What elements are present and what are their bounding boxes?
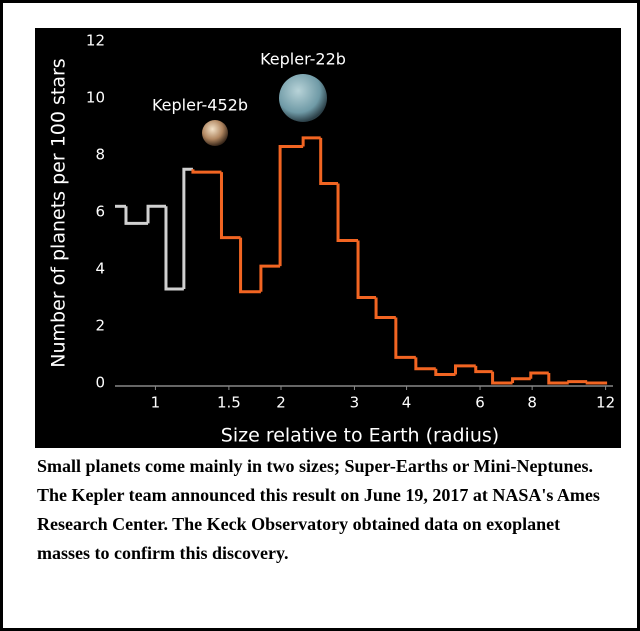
histogram-step bbox=[259, 264, 281, 292]
histogram-step bbox=[547, 373, 569, 385]
planet-kepler-452b bbox=[202, 120, 228, 146]
histogram-step bbox=[336, 183, 359, 242]
y-tick-label: 8 bbox=[95, 146, 105, 164]
histogram-step bbox=[529, 371, 549, 379]
x-tick-label: 12 bbox=[596, 394, 615, 412]
x-tick-label: 2 bbox=[276, 394, 286, 412]
histogram-step bbox=[191, 169, 222, 174]
y-tick-label: 4 bbox=[95, 260, 105, 278]
y-tick-label: 6 bbox=[95, 203, 105, 221]
caption: Small planets come mainly in two sizes; … bbox=[37, 456, 600, 563]
x-tick-label: 8 bbox=[527, 394, 537, 412]
y-axis-label: Number of planets per 100 stars bbox=[48, 58, 70, 367]
x-tick-label: 3 bbox=[350, 394, 360, 412]
y-tick-label: 0 bbox=[95, 374, 105, 392]
histogram-step bbox=[164, 206, 184, 291]
annotation: Kepler-452b bbox=[152, 96, 248, 115]
planet-kepler-22b bbox=[279, 74, 327, 122]
x-tick-label: 1 bbox=[151, 394, 161, 412]
histogram-step bbox=[374, 297, 396, 319]
chart: Kepler-22b Kepler-452b Number of planets… bbox=[35, 28, 621, 448]
histogram-step bbox=[356, 240, 377, 299]
y-tick-label: 10 bbox=[86, 89, 105, 107]
histogram-step bbox=[434, 368, 456, 376]
histogram-step bbox=[319, 137, 339, 185]
histogram-step bbox=[301, 136, 321, 147]
chart-background bbox=[35, 28, 621, 448]
histogram-step bbox=[585, 381, 608, 385]
x-tick-label: 6 bbox=[475, 394, 485, 412]
histogram-step bbox=[278, 144, 304, 267]
histogram-step bbox=[474, 365, 493, 374]
histogram-step bbox=[124, 206, 149, 225]
histogram-step bbox=[491, 371, 513, 385]
x-tick-label: 1.5 bbox=[217, 394, 241, 412]
histogram-step bbox=[219, 172, 241, 240]
annotation: Kepler-22b bbox=[260, 50, 346, 69]
x-axis-label: Size relative to Earth (radius) bbox=[221, 425, 499, 447]
y-tick-label: 12 bbox=[86, 32, 105, 50]
histogram-step bbox=[511, 377, 531, 383]
histogram-step bbox=[567, 380, 588, 384]
y-tick-label: 2 bbox=[95, 317, 105, 335]
histogram-step bbox=[239, 237, 261, 294]
histogram-step bbox=[414, 357, 436, 371]
x-tick-label: 4 bbox=[402, 394, 412, 412]
histogram-step bbox=[182, 167, 193, 289]
histogram-step bbox=[453, 364, 476, 375]
histogram-step bbox=[394, 317, 416, 359]
histogram-step bbox=[146, 204, 166, 224]
